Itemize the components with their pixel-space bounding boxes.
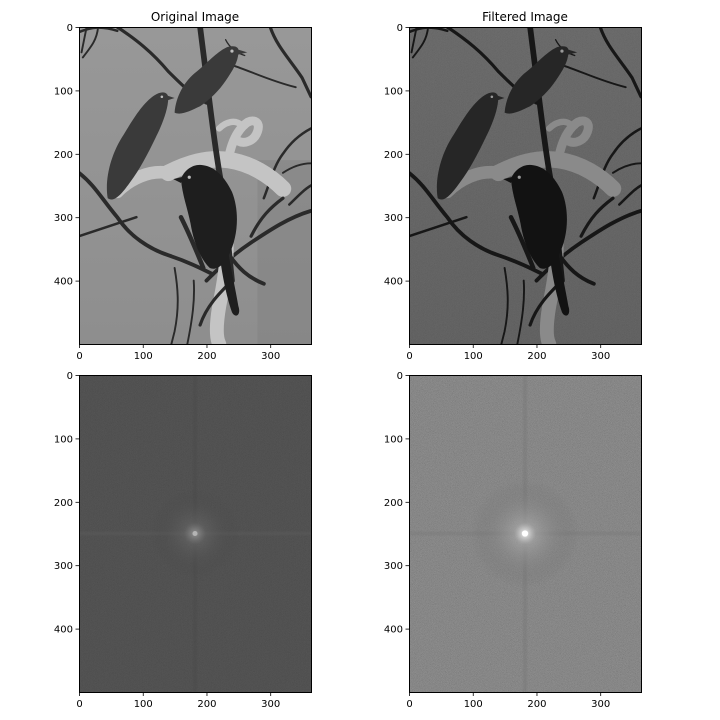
panel-filtered-spectrum [409,375,641,692]
y-tick-label: 300 [54,213,73,224]
axes-layer: 0 100 200 300 0 100 200 300 400 0 100 200 300 0 100 200… [54,23,642,710]
x-tick-label: 0 [76,351,82,362]
x-tick-label: 100 [464,699,483,710]
x-tick-label: 200 [527,351,546,362]
x-tick-label: 200 [527,699,546,710]
y-tick-label: 100 [54,434,73,445]
panel-title: Original Image [151,10,239,24]
y-tick-label: 200 [384,150,403,161]
y-tick-label: 400 [54,277,73,288]
image-area [79,375,311,692]
axes-frame [409,375,642,693]
x-tick-label: 0 [406,351,412,362]
x-tick-label: 100 [134,699,153,710]
y-tick-label: 100 [384,86,403,97]
y-tick-label: 400 [384,625,403,636]
y-tick-label: 100 [384,434,403,445]
y-tick-label: 0 [397,371,403,382]
axes-frame [409,27,642,345]
axes-4: 0 100 200 300 0 100 200 300 400 [384,371,642,710]
panel-filtered-image: Filtered Image [409,10,641,344]
axes-1: 0 100 200 300 0 100 200 300 400 [54,23,312,362]
x-tick-label: 200 [197,351,216,362]
x-tick-label: 0 [76,699,82,710]
image-area [79,27,311,344]
y-tick-label: 300 [384,561,403,572]
y-tick-label: 300 [384,213,403,224]
x-tick-label: 200 [197,699,216,710]
panel-original-spectrum [79,375,311,692]
x-tick-label: 300 [591,699,610,710]
y-tick-label: 200 [54,150,73,161]
y-tick-label: 200 [384,498,403,509]
y-tick-label: 400 [54,625,73,636]
y-tick-label: 100 [54,86,73,97]
y-tick-label: 0 [67,23,73,34]
x-tick-label: 0 [406,699,412,710]
axes-3: 0 100 200 300 0 100 200 300 400 [54,371,312,710]
image-area [409,27,641,344]
panel-title: Filtered Image [482,10,568,24]
y-tick-label: 0 [397,23,403,34]
axes-2: 0 100 200 300 0 100 200 300 400 [384,23,642,362]
axes-frame [79,375,312,693]
panel-original-image: Original Image [79,10,311,344]
image-area [409,375,641,692]
x-tick-label: 100 [464,351,483,362]
y-tick-label: 200 [54,498,73,509]
y-tick-label: 0 [67,371,73,382]
y-tick-label: 300 [54,561,73,572]
axes-frame [79,27,312,345]
x-tick-label: 100 [134,351,153,362]
x-tick-label: 300 [261,699,280,710]
x-tick-label: 300 [591,351,610,362]
y-tick-label: 400 [384,277,403,288]
x-tick-label: 300 [261,351,280,362]
